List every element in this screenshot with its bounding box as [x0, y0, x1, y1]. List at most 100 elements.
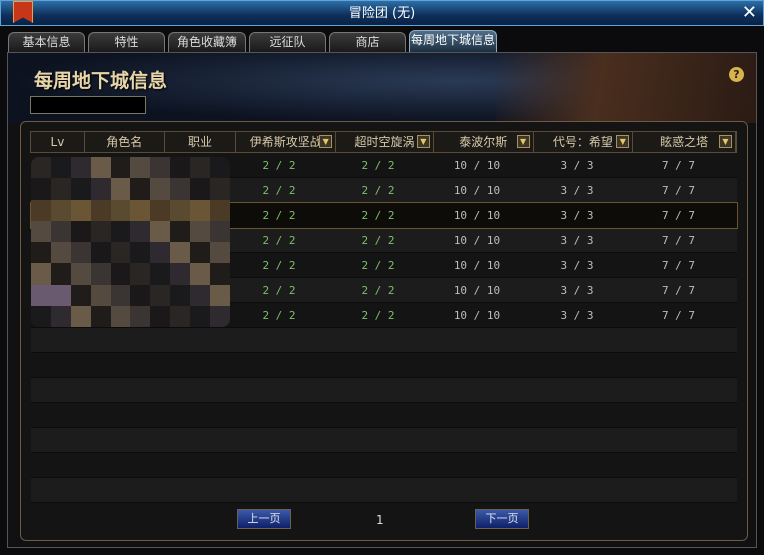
clear-count-cell: 3 / 3 — [560, 209, 594, 222]
pixel-block — [210, 178, 230, 200]
pixel-block — [110, 199, 131, 221]
pixel-block — [90, 284, 111, 306]
clear-count-cell: 2 / 2 — [262, 234, 296, 247]
clear-count-cell: 3 / 3 — [560, 159, 594, 172]
clear-count-cell — [627, 353, 730, 377]
table-row[interactable] — [31, 378, 737, 403]
clear-count-cell — [527, 353, 627, 377]
pixel-block — [190, 242, 211, 264]
clear-count-cell: 3 / 3 — [560, 284, 594, 297]
column-header[interactable]: 超时空旋涡 ▼ — [336, 132, 434, 152]
column-label: Lv — [50, 135, 65, 149]
pixel-block — [31, 220, 51, 242]
prev-page-button[interactable]: 上一页 — [237, 509, 291, 529]
pixel-block — [190, 305, 211, 327]
pixel-block — [90, 263, 111, 285]
clear-count-cell — [229, 453, 329, 477]
pixel-block — [150, 199, 171, 221]
clear-count-cell — [329, 403, 427, 427]
column-header[interactable]: 眩惑之塔 ▼ — [633, 132, 736, 152]
dropdown-arrow-icon[interactable]: ▼ — [319, 135, 333, 148]
table-header: Lv 角色名 职业 伊希斯攻坚战 ▼ 超时空旋涡 ▼ 泰波尔斯 ▼ 代号：希望 ▼ 眩惑之塔 ▼ — [30, 131, 737, 153]
clear-count-cell: 3 / 3 — [560, 259, 594, 272]
pixel-block — [190, 157, 211, 179]
character-cell — [31, 403, 229, 427]
clear-count-cell — [329, 378, 427, 402]
clear-count-cell — [229, 353, 329, 377]
table-row[interactable] — [31, 328, 737, 353]
pixel-block — [110, 263, 131, 285]
clear-count-cell: 2 / 2 — [361, 209, 395, 222]
pixel-block — [110, 284, 131, 306]
pixel-block — [170, 263, 191, 285]
column-header: 角色名 — [85, 132, 165, 152]
pixel-block — [50, 178, 71, 200]
clear-count-cell: 10 / 10 — [453, 159, 501, 172]
window-titlebar: 冒险团 (无) ✕ — [0, 0, 764, 26]
tab-0[interactable]: 基本信息 — [8, 32, 85, 52]
clear-count-cell: 7 / 7 — [661, 184, 696, 197]
clear-count-cell: 3 / 3 — [560, 184, 594, 197]
pixel-block — [130, 263, 151, 285]
clear-count-cell — [329, 453, 427, 477]
pixel-block — [170, 220, 191, 242]
pixel-block — [190, 199, 211, 221]
dropdown-arrow-icon[interactable]: ▼ — [516, 135, 530, 148]
clear-count-cell: 2 / 2 — [361, 259, 395, 272]
pixel-block — [170, 305, 191, 327]
close-icon[interactable]: ✕ — [741, 2, 757, 23]
clear-count-cell — [229, 378, 329, 402]
table-row[interactable] — [31, 478, 737, 503]
character-cell — [31, 378, 229, 402]
table-row[interactable] — [31, 428, 737, 453]
tab-3[interactable]: 远征队 — [249, 32, 326, 52]
tab-2[interactable]: 角色收藏簿 — [168, 32, 246, 52]
dropdown-arrow-icon[interactable]: ▼ — [416, 135, 430, 148]
pixel-block — [210, 199, 230, 221]
page-number: 1 — [376, 513, 384, 527]
pixel-block — [50, 220, 71, 242]
clear-count-cell — [527, 428, 627, 452]
pixel-block — [170, 157, 191, 179]
table-row[interactable] — [31, 453, 737, 478]
clear-count-cell: 7 / 7 — [661, 159, 696, 172]
clear-count-cell — [427, 453, 527, 477]
pixel-block — [110, 157, 131, 179]
table-row[interactable] — [31, 353, 737, 378]
column-label: 职业 — [188, 135, 213, 149]
tab-1[interactable]: 特性 — [88, 32, 165, 52]
dropdown-arrow-icon[interactable]: ▼ — [616, 135, 630, 148]
column-header[interactable]: 伊希斯攻坚战 ▼ — [236, 132, 337, 152]
pixel-block — [150, 263, 171, 285]
tab-5[interactable]: 每周地下城信息 — [409, 30, 497, 52]
next-page-button[interactable]: 下一页 — [475, 509, 529, 529]
pixel-block — [31, 263, 51, 285]
character-cell — [31, 328, 229, 352]
pixel-block — [90, 199, 111, 221]
column-header[interactable]: 泰波尔斯 ▼ — [434, 132, 534, 152]
pixel-block — [130, 305, 151, 327]
tab-4[interactable]: 商店 — [329, 32, 406, 52]
column-header: 职业 — [165, 132, 237, 152]
clear-count-cell: 7 / 7 — [661, 209, 696, 222]
clear-count-cell: 2 / 2 — [361, 309, 395, 322]
pixel-block — [170, 284, 191, 306]
pixel-block — [170, 178, 191, 200]
clear-count-cell — [627, 378, 730, 402]
pixel-block — [90, 178, 111, 200]
table-row[interactable] — [31, 403, 737, 428]
clear-count-cell — [527, 478, 627, 502]
column-label: 眩惑之塔 — [660, 135, 709, 149]
pixel-block — [130, 242, 151, 264]
pixel-block — [110, 178, 131, 200]
pixel-block — [190, 263, 211, 285]
help-icon[interactable]: ? — [729, 67, 744, 82]
pixel-block — [70, 157, 91, 179]
pixel-block — [70, 178, 91, 200]
redacted-character-info — [31, 157, 230, 327]
column-header[interactable]: 代号：希望 ▼ — [534, 132, 634, 152]
pixel-block — [210, 263, 230, 285]
dropdown-arrow-icon[interactable]: ▼ — [719, 135, 732, 148]
pixel-block — [150, 178, 171, 200]
pixel-block — [31, 305, 51, 327]
